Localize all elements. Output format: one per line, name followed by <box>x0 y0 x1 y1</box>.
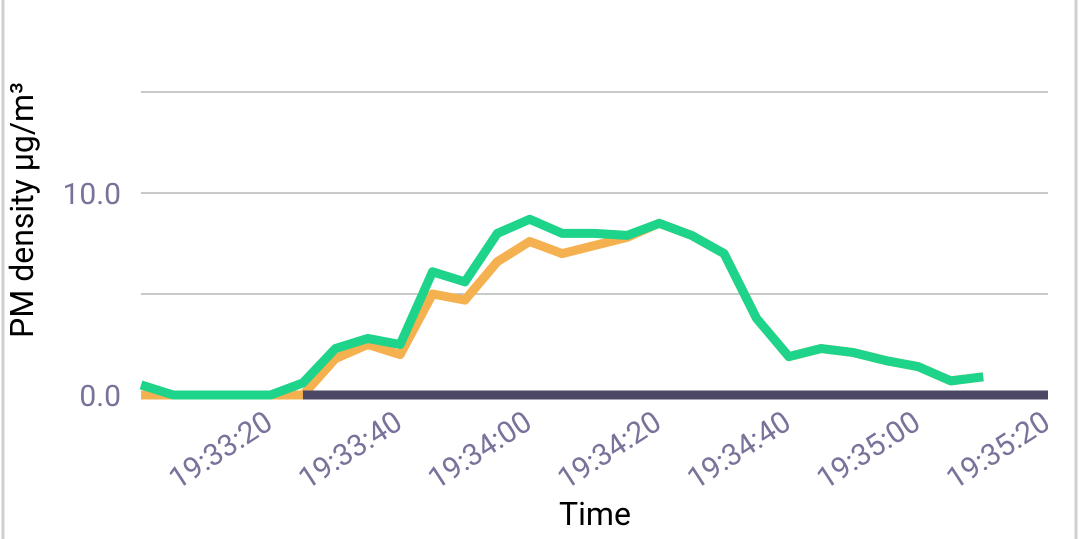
series-line <box>139 214 984 400</box>
x-axis-label: Time <box>559 495 631 533</box>
series-line <box>141 218 984 400</box>
x-tick-label: 19:34:00 <box>422 404 538 496</box>
x-tick-label: 19:35:20 <box>940 404 1056 496</box>
x-tick-label: 19:35:00 <box>811 404 927 496</box>
y-tick-label: 0.0 <box>79 379 121 414</box>
x-tick-label: 19:33:20 <box>163 404 279 496</box>
y-axis-label: PM density µg/m³ <box>3 82 41 338</box>
x-tick-label: 19:34:20 <box>552 404 668 496</box>
y-tick-label: 10.0 <box>63 177 122 212</box>
x-tick-label: 19:34:40 <box>681 404 797 496</box>
x-tick-label: 19:33:40 <box>292 404 408 496</box>
